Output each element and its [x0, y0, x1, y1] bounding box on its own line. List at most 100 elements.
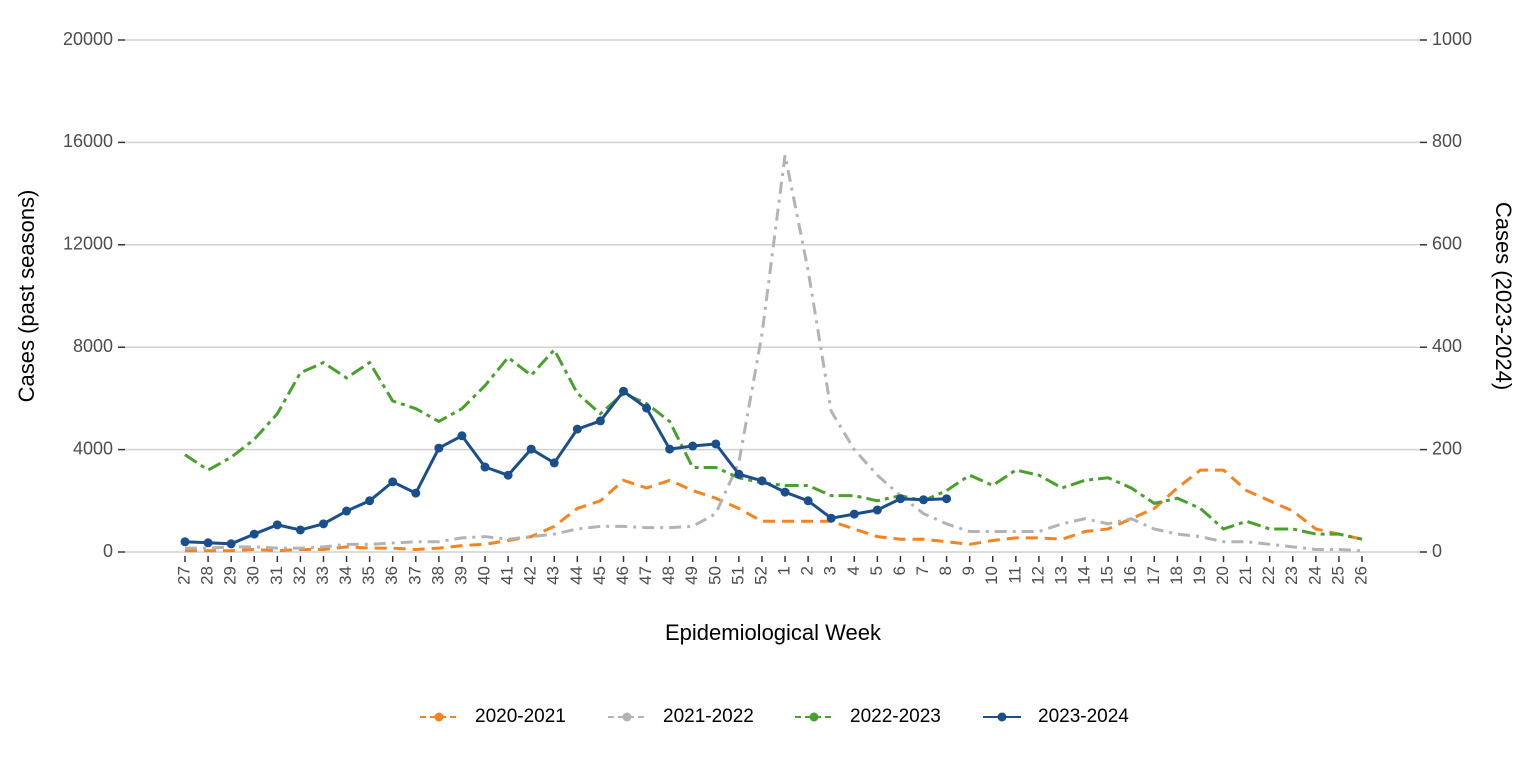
- y2-tick-label: 400: [1432, 336, 1462, 356]
- legend-marker: [809, 712, 819, 722]
- point: [295, 525, 305, 535]
- point: [318, 519, 328, 529]
- x-tick-label: 2: [798, 566, 817, 575]
- x-tick-label: 15: [1098, 566, 1117, 585]
- x-tick-label: 46: [613, 566, 632, 585]
- y-axis-title: Cases (past seasons): [14, 190, 39, 403]
- series-line: [184, 389, 947, 546]
- x-tick-label: 39: [451, 566, 470, 585]
- x-tick-label: 8: [936, 566, 955, 575]
- y-tick-label: 20000: [63, 29, 113, 49]
- y-tick-label: 8000: [73, 336, 113, 356]
- point: [711, 439, 721, 449]
- y-tick-label: 4000: [73, 438, 113, 458]
- x-tick-label: 43: [544, 566, 563, 585]
- x-tick-label: 5: [867, 566, 886, 575]
- x-tick-label: 12: [1028, 566, 1047, 585]
- x-tick-label: 21: [1236, 566, 1255, 585]
- x-tick-label: 24: [1305, 566, 1324, 585]
- point: [549, 458, 559, 468]
- x-tick-label: 42: [521, 566, 540, 585]
- point: [203, 538, 213, 548]
- x-tick-label: 13: [1051, 566, 1070, 585]
- x-tick-label: 22: [1259, 566, 1278, 585]
- x-tick-label: 11: [1005, 566, 1024, 584]
- point: [480, 462, 490, 472]
- x-tick-label: 49: [682, 566, 701, 585]
- point: [803, 496, 813, 506]
- x-tick-label: 52: [751, 566, 770, 585]
- x-tick-label: 44: [567, 566, 586, 585]
- x-tick-label: 9: [959, 566, 978, 575]
- y-tick-label: 16000: [63, 131, 113, 151]
- legend-label: 2021-2022: [663, 706, 754, 727]
- point: [919, 495, 929, 505]
- y2-axis-title: Cases (2023-2024): [1491, 202, 1516, 390]
- y2-tick-label: 600: [1432, 234, 1462, 254]
- x-tick-label: 32: [290, 566, 309, 585]
- x-tick-label: 40: [475, 566, 494, 585]
- point: [457, 431, 467, 441]
- point: [872, 505, 882, 515]
- point: [411, 488, 421, 498]
- legend-label: 2023-2024: [1038, 706, 1129, 727]
- x-tick-label: 51: [728, 566, 747, 585]
- x-tick-label: 6: [890, 566, 909, 575]
- x-tick-label: 47: [636, 566, 655, 585]
- x-tick-label: 45: [590, 566, 609, 585]
- point: [895, 494, 905, 504]
- x-tick-label: 30: [244, 566, 263, 585]
- x-tick-label: 20: [1213, 566, 1232, 585]
- point: [226, 539, 236, 549]
- x-tick-label: 31: [267, 566, 286, 585]
- point: [826, 513, 836, 523]
- y2-tick-label: 0: [1432, 541, 1442, 561]
- x-tick-label: 7: [913, 566, 932, 575]
- x-tick-label: 34: [336, 566, 355, 585]
- x-tick-label: 27: [174, 566, 193, 585]
- x-tick-label: 38: [428, 566, 447, 585]
- point: [734, 469, 744, 479]
- x-tick-label: 26: [1351, 566, 1370, 585]
- point: [642, 403, 652, 413]
- x-tick-label: 28: [198, 566, 217, 585]
- x-tick-label: 29: [221, 566, 240, 585]
- x-tick-label: 16: [1121, 566, 1140, 585]
- point: [757, 476, 767, 486]
- point: [572, 424, 582, 434]
- x-axis-title: Epidemiological Week: [665, 620, 882, 645]
- x-tick-label: 48: [659, 566, 678, 585]
- y2-tick-label: 800: [1432, 131, 1462, 151]
- point: [249, 529, 259, 539]
- y-tick-label: 0: [103, 541, 113, 561]
- series-line: [185, 154, 1363, 553]
- x-tick-label: 35: [359, 566, 378, 585]
- point: [434, 443, 444, 453]
- point: [618, 386, 628, 396]
- x-tick-label: 10: [982, 566, 1001, 585]
- point: [342, 506, 352, 516]
- series-line: [184, 347, 1363, 541]
- point: [388, 477, 398, 487]
- x-tick-label: 23: [1282, 566, 1301, 585]
- legend-marker: [997, 712, 1007, 722]
- x-tick-label: 3: [821, 566, 840, 575]
- point: [688, 441, 698, 451]
- point: [780, 487, 790, 497]
- x-tick-label: 4: [844, 566, 863, 575]
- point: [526, 444, 536, 454]
- point: [365, 496, 375, 506]
- legend-marker: [434, 712, 444, 722]
- x-tick-label: 18: [1167, 566, 1186, 585]
- point: [849, 509, 859, 519]
- point: [180, 537, 190, 547]
- x-tick-label: 36: [382, 566, 401, 585]
- x-tick-label: 14: [1075, 566, 1094, 585]
- x-tick-label: 33: [313, 566, 332, 585]
- y2-tick-label: 1000: [1432, 29, 1472, 49]
- point: [272, 520, 282, 530]
- x-tick-label: 50: [705, 566, 724, 585]
- x-tick-label: 17: [1144, 566, 1163, 585]
- legend-label: 2022-2023: [850, 706, 941, 727]
